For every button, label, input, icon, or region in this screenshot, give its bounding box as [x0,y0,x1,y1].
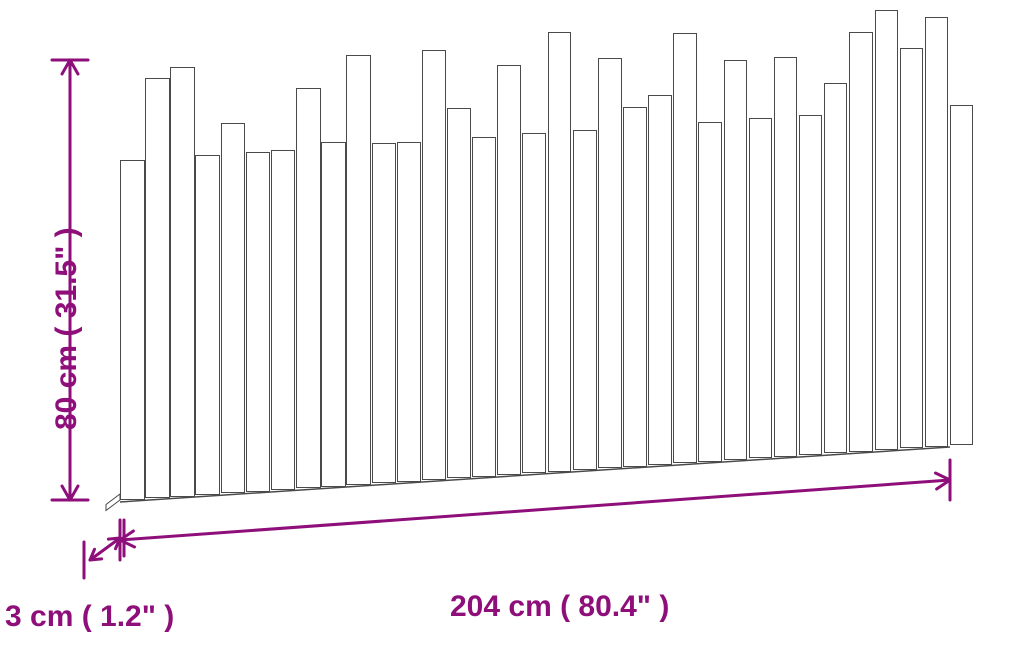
fence-slat [598,58,622,468]
fence-slat [472,137,496,477]
fence-slat [925,17,948,447]
fence-slat [724,60,747,460]
fence-slat [774,57,797,457]
fence-slat [346,55,370,485]
fence-slat [422,50,446,480]
fence-slat [221,123,246,493]
diagram-canvas: 80 cm ( 31.5" ) 204 cm ( 80.4" ) 3 cm ( … [0,0,1020,662]
fence-slat [875,10,898,450]
fence-slat [648,95,672,465]
height-dimension-label: 80 cm ( 31.5" ) [50,227,84,430]
fence-slat [824,83,847,453]
fence-slat [522,133,546,473]
fence-slat [698,122,722,462]
width-dimension-label: 204 cm ( 80.4" ) [450,590,669,624]
fence-slat [296,88,320,488]
fence-slat [749,118,772,458]
fence-slat [497,65,521,475]
fence-slat [673,33,697,463]
fence-slat [271,150,296,490]
fence-slat [321,142,345,487]
fence-slat [548,32,572,472]
fence-slat [195,155,220,495]
fence-slat [799,115,822,455]
fence-slat [447,108,471,478]
fence-slat [950,105,973,445]
fence-slat [372,143,396,483]
fence-slat [120,160,145,500]
depth-dimension-label: 3 cm ( 1.2" ) [5,600,174,634]
fence-slat [145,78,170,498]
fence-slat [849,32,872,452]
fence-slat [900,48,923,448]
fence-slat [170,67,195,497]
fence-slat [623,107,647,467]
fence-slat [397,142,421,482]
fence-slat [246,152,271,492]
fence-slat [573,130,597,470]
